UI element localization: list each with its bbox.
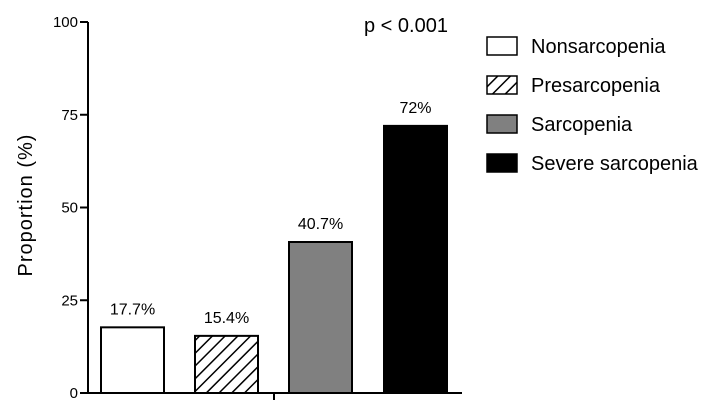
p-value-annotation: p < 0.001 bbox=[364, 15, 448, 37]
bar-sarcopenia bbox=[288, 241, 353, 394]
y-axis-label: Proportion (%) bbox=[15, 134, 37, 277]
legend-swatch bbox=[486, 75, 518, 95]
bar-nonsarcopenia bbox=[100, 326, 165, 395]
legend-swatch bbox=[486, 153, 518, 173]
data-label: 15.4% bbox=[204, 310, 249, 327]
legend-label: Presarcopenia bbox=[531, 75, 661, 97]
y-tick-label: 100 bbox=[53, 14, 78, 31]
y-tick-label: 25 bbox=[61, 292, 78, 309]
data-label: 72% bbox=[399, 100, 431, 117]
y-ticks: 0 25 50 75 100 bbox=[53, 14, 275, 400]
data-label: 40.7% bbox=[298, 216, 343, 233]
y-tick-label: 75 bbox=[61, 107, 78, 124]
legend-label: Severe sarcopenia bbox=[531, 153, 699, 175]
y-tick-label: 0 bbox=[70, 385, 78, 400]
legend-swatch bbox=[486, 36, 518, 56]
legend-label: Sarcopenia bbox=[531, 114, 633, 136]
y-tick-label: 50 bbox=[61, 200, 78, 217]
legend: Nonsarcopenia Presarcopenia Sarcopenia Seve… bbox=[486, 36, 699, 175]
bars: 17.7% 15.4% 40.7% 72% bbox=[100, 100, 448, 395]
bar-severe-sarcopenia bbox=[383, 124, 448, 394]
legend-swatch bbox=[486, 114, 518, 134]
bar-presarcopenia bbox=[194, 334, 259, 394]
legend-label: Nonsarcopenia bbox=[531, 36, 666, 58]
data-label: 17.7% bbox=[110, 301, 155, 318]
